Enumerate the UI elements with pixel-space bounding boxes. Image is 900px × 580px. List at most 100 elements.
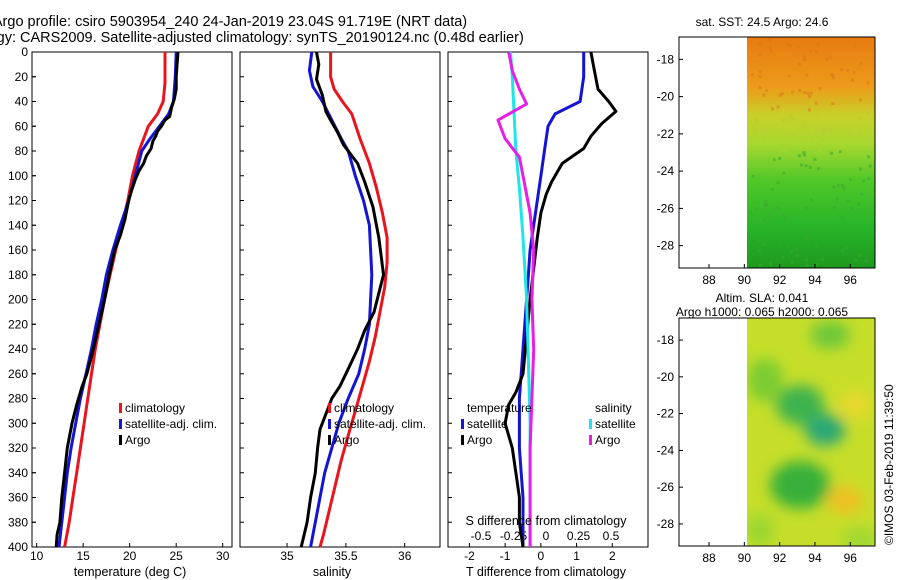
series-line-temperature-argo [503,51,618,548]
depth-tick-label: 300 [8,416,28,430]
sst-texture-speck [845,246,849,250]
legend-swatch-argo [328,435,331,445]
sst-map-title: sat. SST: 24.5 Argo: 24.6 [696,15,829,29]
legend-label-satellite: satellite-adj. clim. [334,417,426,431]
sst-texture-speck [814,101,818,105]
salinity-plot-frame [239,51,441,548]
sst-texture-speck [771,107,775,111]
salinity-axis-ticks: 35 35.5 36 [240,51,412,563]
sst-texture-speck [798,88,802,92]
figure-title-line1: Argo profile: csiro 5903954_240 24-Jan-2… [0,14,467,30]
legend-label-salinity-satellite: satellite [595,417,636,431]
temperature-difference-axis-ticks: -2 -1 0 1 2 [448,51,616,563]
depth-tick-label: 160 [8,243,28,257]
sst-texture-speck [825,57,829,61]
sst-texture-speck [807,132,811,136]
sst-texture-speck [789,250,793,254]
sla-blob [747,514,774,546]
legend-swatch-salinity-satellite [589,419,592,429]
sst-texture-speck [849,178,852,182]
legend-swatch-salinity-argo [589,435,592,445]
sst-texture-speck [835,197,839,201]
sst-latitude-ticks: -18 -20 -22 -24 -26 -28 [657,52,683,253]
x-tick-label: 36 [398,549,412,563]
x-tick-label: 20 [123,549,137,563]
longitude-tick-label: 90 [738,273,752,287]
sst-texture-speck [829,73,833,77]
x-tick-label: 15 [76,549,90,563]
sst-texture-speck [778,157,782,160]
depth-tick-label: 360 [8,491,28,505]
sst-texture-speck [781,212,785,216]
latitude-tick-label: -28 [657,239,675,253]
sst-texture-speck [840,184,844,187]
sla-blob [810,321,850,349]
sst-texture-speck [767,214,770,218]
sst-texture-speck [757,238,761,242]
difference-profile-panel: -0.5 -0.25 0 0.25 0.5 -2 -1 0 1 2 S difference f… [447,51,649,579]
sst-texture-speck [808,165,812,169]
depth-tick-label: 220 [8,317,28,331]
sst-texture-speck [814,244,818,248]
sst-texture-speck [813,134,817,138]
temperature-series [54,51,180,548]
depth-tick-label: 320 [8,441,28,455]
longitude-tick-label: 90 [738,551,752,565]
x-tick-label: 35.5 [334,549,358,563]
salinity-legend: climatology satellite-adj. clim. Argo [328,401,426,447]
series-line-argo [54,51,180,548]
sst-texture-speck [815,50,818,53]
legend-label-climatology: climatology [334,401,394,415]
sst-texture-speck [854,258,858,262]
longitude-tick-label: 92 [773,551,787,565]
sst-texture-speck [831,74,835,77]
sst-texture-speck [768,46,772,50]
s-tick-label: 0.25 [567,529,591,543]
sst-texture-speck [791,117,795,121]
sst-texture-speck [858,116,862,120]
depth-tick-label: 120 [8,194,28,208]
latitude-tick-label: -26 [657,201,675,215]
x-tick-label: -2 [464,549,475,563]
sst-texture-speck [795,253,799,257]
sst-texture-speck [785,245,789,248]
latitude-tick-label: -18 [657,52,675,66]
sst-texture-speck [805,73,809,77]
temperature-legend: climatology satellite-adj. clim. Argo [119,401,217,447]
sst-texture-speck [858,167,862,171]
legend-label-argo: Argo [334,433,360,447]
sst-texture-speck [804,236,808,240]
depth-tick-label: 400 [8,540,28,554]
sst-texture-speck [751,73,754,77]
depth-tick-label: 260 [8,367,28,381]
sst-texture-speck [759,263,763,267]
sst-texture-speck [763,139,766,143]
sst-texture-speck [803,153,806,157]
depth-tick-label: 280 [8,392,28,406]
sst-texture-speck [803,235,807,238]
temperature-axis-label: temperature (deg C) [74,565,187,579]
sst-texture-speck [829,55,833,59]
latitude-tick-label: -24 [657,443,675,457]
sst-texture-speck [820,138,824,142]
sst-texture-speck [831,76,835,80]
sst-texture-speck [753,132,757,135]
sst-texture-speck [790,133,794,137]
sst-texture-speck [809,91,813,95]
sst-texture-speck [789,44,792,48]
sst-texture-speck [815,113,819,117]
legend-swatch-temperature-satellite [461,419,464,429]
sst-texture-speck [846,199,849,203]
sst-texture-speck [847,132,851,135]
sst-field [747,37,875,268]
sst-texture-speck [794,248,798,252]
sst-texture-speck [787,74,791,78]
sst-texture-speck [803,138,807,142]
sst-texture-speck [755,119,759,123]
sst-texture-speck [800,163,803,167]
sst-texture-speck [787,42,790,46]
sst-texture-speck [817,167,820,171]
sla-map-panel: Altim. SLA: 0.041 Argo h1000: 0.065 h200… [657,291,876,565]
depth-tick-label: 20 [15,70,29,84]
